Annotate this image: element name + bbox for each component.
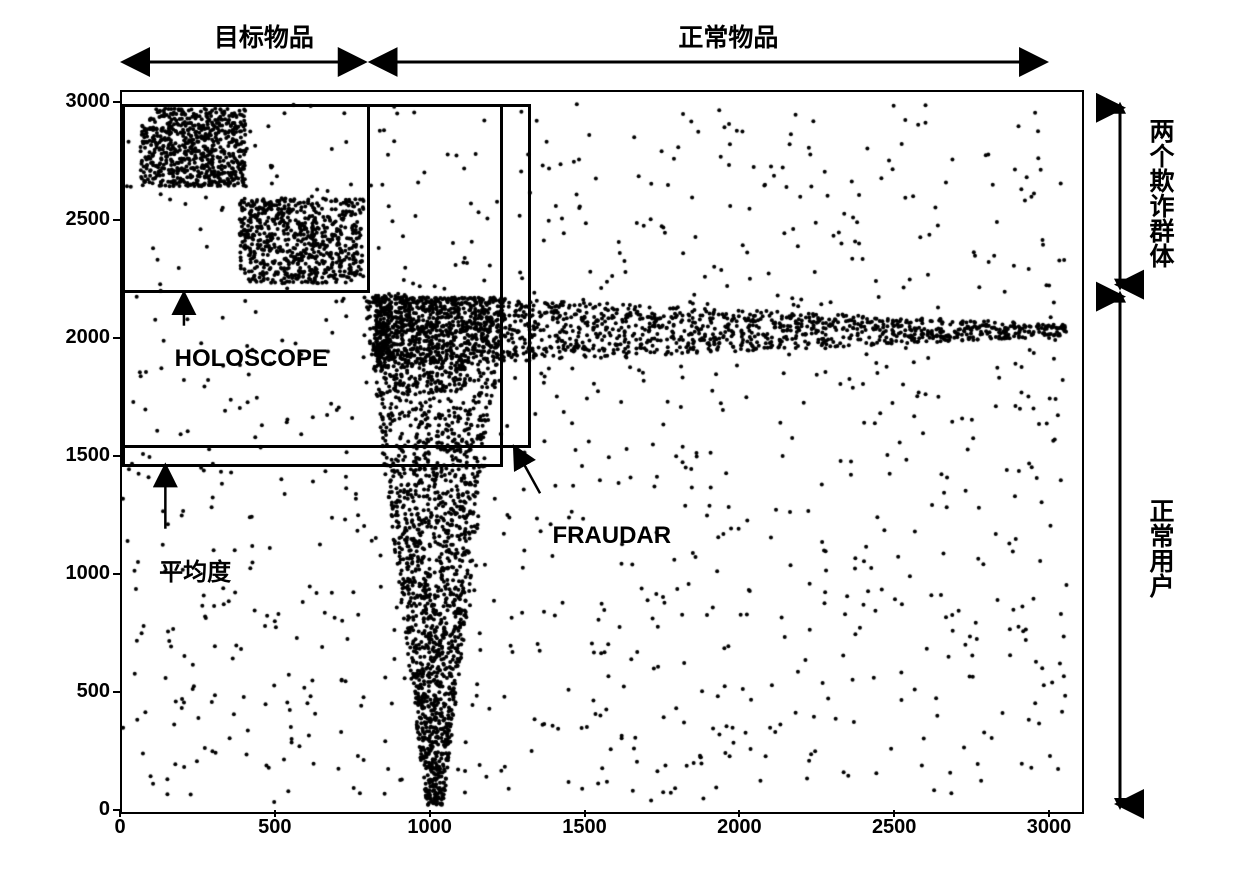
- top-range-label: 正常物品: [648, 18, 808, 54]
- scatter-canvas: [122, 92, 1082, 812]
- chart-root: HOLOSCOPE FRAUDAR 平均度 0 500 1000 1500 2000 25…: [0, 0, 1240, 878]
- ytick-label: 3000: [50, 90, 110, 113]
- ytick-label: 2000: [50, 326, 110, 349]
- plot-area: HOLOSCOPE FRAUDAR 平均度: [120, 90, 1084, 814]
- xtick-label: 500: [250, 816, 300, 839]
- ytick-label: 1500: [50, 444, 110, 467]
- right-range-label: 两个欺诈群体: [1142, 118, 1178, 268]
- xtick-label: 1500: [560, 816, 610, 839]
- xtick-label: 2500: [869, 816, 919, 839]
- right-range-label: 正常用户: [1142, 498, 1178, 598]
- ytick-label: 0: [50, 798, 110, 821]
- ytick-label: 500: [50, 680, 110, 703]
- xtick-label: 2000: [714, 816, 764, 839]
- ytick-label: 2500: [50, 208, 110, 231]
- xtick-label: 1000: [405, 816, 455, 839]
- top-range-label: 目标物品: [184, 18, 344, 54]
- ytick-label: 1000: [50, 562, 110, 585]
- xtick-label: 3000: [1024, 816, 1074, 839]
